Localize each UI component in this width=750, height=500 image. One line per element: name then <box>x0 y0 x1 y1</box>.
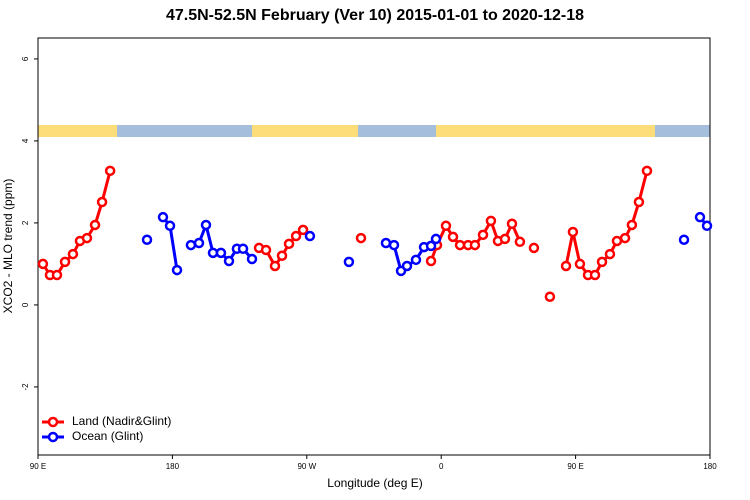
legend-label: Land (Nadir&Glint) <box>72 414 171 428</box>
data-point <box>81 232 93 244</box>
data-point <box>200 219 212 231</box>
data-point <box>380 237 392 249</box>
data-point <box>514 236 526 248</box>
data-point <box>701 220 713 232</box>
plot-frame <box>37 37 711 456</box>
data-point <box>596 256 608 268</box>
data-point <box>276 250 288 261</box>
data-point <box>544 291 556 302</box>
data-point <box>425 255 437 267</box>
legend-label: Ocean (Glint) <box>72 429 143 443</box>
data-point <box>193 237 205 249</box>
data-point <box>59 256 71 268</box>
data-point <box>171 264 183 276</box>
data-point <box>567 226 579 238</box>
data-point <box>260 244 272 256</box>
data-point <box>37 258 49 270</box>
series-line <box>41 170 112 277</box>
land-ocean-strip <box>38 125 710 137</box>
x-tick-label: 180 <box>166 462 180 471</box>
x-tick-label: 90 W <box>297 462 316 471</box>
data-point <box>343 256 355 268</box>
data-point <box>641 165 653 177</box>
data-point <box>157 211 169 223</box>
data-point <box>51 269 63 281</box>
data-point <box>401 260 413 272</box>
data-point <box>694 211 706 223</box>
chart-title: 47.5N-52.5N February (Ver 10) 2015-01-01… <box>166 7 584 24</box>
x-tick-label: 90 E <box>30 462 46 471</box>
data-point <box>528 242 540 254</box>
data-point <box>290 230 302 242</box>
data-point <box>304 230 316 242</box>
data-point <box>215 247 227 259</box>
data-point <box>454 239 466 251</box>
data-point <box>477 229 489 241</box>
data-point <box>388 239 400 251</box>
data-point <box>574 258 586 270</box>
data-point <box>237 243 249 255</box>
data-point <box>604 248 616 260</box>
data-point <box>611 235 623 247</box>
x-tick-label: 0 <box>439 462 444 471</box>
data-point <box>425 240 437 252</box>
data-point <box>447 231 459 243</box>
data-point <box>141 234 153 245</box>
data-point <box>506 218 518 229</box>
data-point <box>626 219 638 231</box>
data-point <box>269 260 281 272</box>
data-point <box>589 269 601 281</box>
data-point <box>633 196 645 208</box>
legend-marker <box>47 431 59 443</box>
y-tick-label: 4 <box>21 138 30 143</box>
data-point <box>283 238 295 250</box>
data-point <box>678 234 690 245</box>
data-point <box>164 220 176 232</box>
data-point <box>89 219 101 231</box>
y-tick-label: -2 <box>21 383 30 391</box>
y-tick-label: 6 <box>21 56 30 61</box>
data-point <box>297 224 309 236</box>
data-point <box>246 253 258 265</box>
data-point <box>104 165 116 177</box>
data-point <box>560 260 572 272</box>
x-tick-label: 90 E <box>567 462 583 471</box>
data-point <box>485 215 497 227</box>
y-tick-label: 0 <box>21 302 30 307</box>
data-point <box>430 233 442 245</box>
y-axis-label: XCO2 - MLO trend (ppm) <box>1 179 15 314</box>
y-tick-label: 2 <box>21 220 30 225</box>
legend-marker <box>47 416 59 428</box>
data-point <box>410 254 422 266</box>
data-point <box>96 196 108 208</box>
data-point <box>619 232 631 244</box>
data-point <box>355 232 367 244</box>
data-point <box>499 233 511 245</box>
data-point <box>67 248 79 260</box>
data-point <box>185 239 197 251</box>
x-tick-label: 180 <box>703 462 717 471</box>
data-point <box>440 220 452 232</box>
data-point <box>223 255 235 267</box>
data-point <box>469 239 481 251</box>
x-axis-label: Longitude (deg E) <box>327 476 422 490</box>
